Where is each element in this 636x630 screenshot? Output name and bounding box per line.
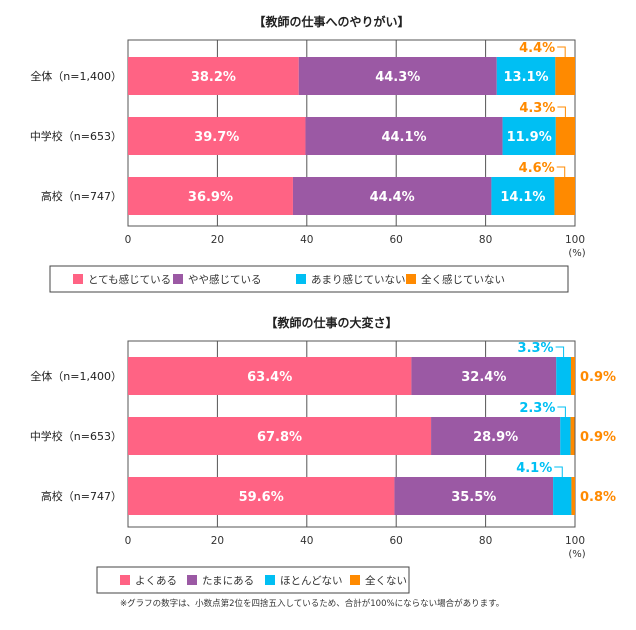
data-label: 13.1% [503, 70, 548, 85]
category-label: 高校（n=747） [41, 489, 122, 503]
x-tick-label: 100 [565, 535, 585, 547]
data-label: 39.7% [194, 130, 239, 145]
bar-segment [128, 177, 293, 215]
legend-label: ほとんどない [280, 575, 342, 587]
bar-segment [555, 117, 575, 155]
bar-segment [491, 177, 555, 215]
data-label: 63.4% [247, 370, 292, 385]
bar-segment [570, 357, 575, 395]
bar-segment [394, 477, 554, 515]
data-label: 28.9% [473, 430, 518, 445]
category-label: 中学校（n=653） [30, 429, 122, 443]
legend-swatch [350, 575, 360, 585]
legend-label: 全く感じていない [421, 273, 505, 286]
leader-line [556, 166, 566, 177]
legend-label: よくある [135, 575, 177, 587]
x-tick-label: 100 [565, 234, 585, 246]
bar-segment [128, 117, 306, 155]
data-label: 0.8% [580, 490, 616, 505]
data-label: 4.3% [519, 101, 555, 116]
data-label: 0.9% [580, 370, 616, 385]
x-tick-label: 20 [211, 535, 224, 547]
data-label: 44.1% [381, 130, 426, 145]
legend-swatch [173, 274, 183, 284]
legend-label: とても感じている [88, 273, 171, 286]
bar-segment [560, 417, 571, 455]
legend-box [49, 265, 569, 293]
data-label: 67.8% [257, 430, 302, 445]
bar-segment [411, 357, 557, 395]
x-tick-label: 0 [125, 234, 132, 246]
bar-segment [128, 357, 412, 395]
x-tick-label: 20 [211, 234, 224, 246]
bar-segment [298, 57, 497, 95]
bar-segment [555, 57, 575, 95]
data-label: 44.4% [370, 190, 415, 205]
leader-line [555, 346, 565, 357]
legend-swatch [73, 274, 83, 284]
legend-label: 全くない [365, 574, 407, 587]
bar-segment [431, 417, 561, 455]
leader-line [554, 466, 563, 477]
data-label: 4.4% [519, 41, 555, 56]
legend-swatch [296, 274, 306, 284]
footnote: ※グラフの数字は、小数点第2位を四捨五入しているため、合計が100%にならない場… [120, 599, 505, 609]
x-tick-label: 60 [390, 234, 403, 246]
x-tick-label: 80 [479, 535, 492, 547]
data-label: 35.5% [451, 490, 496, 505]
legend-swatch [187, 575, 197, 585]
bar-segment [128, 417, 432, 455]
data-label: 4.1% [516, 461, 552, 476]
data-label: 0.9% [580, 430, 616, 445]
bar-segment [570, 417, 575, 455]
data-label: 14.1% [500, 190, 545, 205]
data-label: 59.6% [239, 490, 284, 505]
data-label: 38.2% [191, 70, 236, 85]
bar-segment [292, 177, 492, 215]
bar-segment [128, 57, 299, 95]
bar-segment [571, 477, 575, 515]
legend-swatch [265, 575, 275, 585]
data-label: 2.3% [519, 401, 555, 416]
bar-segment [496, 57, 556, 95]
chart-title: 【教師の仕事へのやりがい】 [253, 14, 409, 29]
leader-line [557, 406, 566, 417]
data-label: 11.9% [507, 130, 552, 145]
x-tick-label: 40 [300, 234, 313, 246]
legend-swatch [406, 274, 416, 284]
bar-segment [556, 357, 571, 395]
leader-line [557, 106, 566, 117]
x-tick-label: 80 [479, 234, 492, 246]
bar-segment [502, 117, 556, 155]
category-label: 中学校（n=653） [30, 129, 122, 143]
x-tick-label: 40 [300, 535, 313, 547]
data-label: 36.9% [188, 190, 233, 205]
leader-line [557, 46, 566, 57]
x-tick-label: 0 [125, 535, 132, 547]
bar-segment [554, 177, 575, 215]
category-label: 全体（n=1,400） [30, 69, 122, 83]
chart-title: 【教師の仕事の大変さ】 [265, 315, 397, 330]
data-label: 32.4% [461, 370, 506, 385]
bar-segment [305, 117, 503, 155]
category-label: 高校（n=747） [41, 189, 122, 203]
legend-label: やや感じている [188, 273, 262, 286]
legend-label: あまり感じていない [311, 273, 406, 286]
bar-segment [128, 477, 395, 515]
x-unit-label: (%) [568, 549, 585, 560]
data-label: 4.6% [519, 161, 555, 176]
data-label: 3.3% [518, 341, 554, 356]
x-unit-label: (%) [568, 248, 585, 259]
bar-segment [553, 477, 572, 515]
legend-label: たまにある [202, 575, 254, 587]
category-label: 全体（n=1,400） [30, 369, 122, 383]
data-label: 44.3% [375, 70, 420, 85]
legend-swatch [120, 575, 130, 585]
x-tick-label: 60 [390, 535, 403, 547]
